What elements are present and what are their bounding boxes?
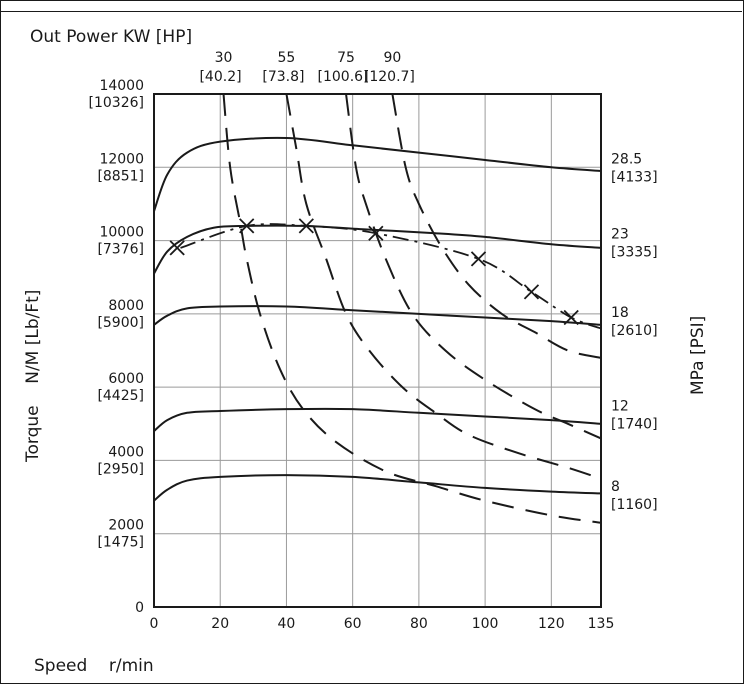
tick-labels: 0 20 40 60 80 100 120 135 0 2000[1475] 4000[2950] 6… (89, 78, 615, 632)
power-curve (391, 93, 602, 359)
marker-stroke (239, 218, 255, 234)
pressure-sublabel: [3335] (611, 244, 658, 260)
y-tick-label: 10000 (99, 225, 144, 241)
x-tick-label: 135 (588, 616, 615, 632)
grid (154, 94, 601, 607)
y-tick-label: 6000 (108, 371, 144, 387)
y-tick-label: 8000 (108, 298, 144, 314)
pressure-curve (153, 407, 602, 432)
pressure-sublabel: [2610] (611, 323, 658, 339)
pressure-label: 28.5 (611, 151, 642, 167)
x-axis-label: Speed r/min (34, 656, 154, 676)
power-curve (285, 93, 602, 480)
plot-area (153, 93, 602, 608)
max-power-line (180, 223, 602, 330)
marker-x (169, 240, 185, 256)
pressure-sublabel: [4133] (611, 169, 658, 185)
pressure-label: 12 (611, 399, 629, 415)
power-curve (222, 93, 602, 524)
chart-title: Out Power KW [HP] (30, 27, 192, 47)
y-tick-sublabel: [7376] (97, 242, 144, 258)
power-sublabel: [100.6] (318, 69, 369, 85)
y-axis-label: Torque N/M [Lb/Ft] (23, 290, 43, 463)
pressure-label: 23 (611, 226, 629, 242)
marker-stroke (563, 309, 579, 326)
pressure-label: 8 (611, 479, 620, 495)
marker-stroke (523, 284, 540, 300)
power-sublabel: [40.2] (199, 69, 241, 85)
pressure-label: 18 (611, 305, 629, 321)
y-tick-label: 12000 (99, 151, 144, 167)
marker-x (523, 284, 540, 300)
pressure-sublabel: [1160] (611, 497, 658, 513)
x-tick-label: 40 (278, 616, 296, 632)
y-tick-sublabel: [10326] (89, 95, 144, 111)
pressure-curve (153, 136, 602, 212)
power-label: 75 (337, 50, 355, 66)
right-axis-label: MPa [PSI] (688, 316, 708, 395)
marker-stroke (470, 251, 487, 267)
y-tick-sublabel: [2950] (97, 461, 144, 477)
power-curve (345, 93, 602, 440)
y-tick-label: 2000 (108, 518, 144, 534)
power-sublabel: [73.8] (262, 69, 304, 85)
x-tick-label: 0 (150, 616, 159, 632)
pressure-curves: 28.5 [4133] 23 [3335] 18 [2610] 12 [1740] 8 [1160… (153, 136, 658, 513)
top-strip (0, 0, 742, 12)
markers (169, 218, 579, 326)
x-tick-label: 60 (344, 616, 362, 632)
power-sublabel: [120.7] (364, 69, 415, 85)
x-tick-label: 80 (410, 616, 428, 632)
power-curves: 30 [40.2] 55 [73.8] 75 [100.6] 90 [120.7] (180, 50, 602, 524)
x-tick-label: 120 (538, 616, 565, 632)
marker-stroke (298, 218, 314, 234)
y-tick-label: 4000 (108, 444, 144, 460)
y-tick-sublabel: [8851] (97, 168, 144, 184)
x-tick-label: 20 (211, 616, 229, 632)
marker-x (298, 218, 314, 234)
pressure-curve (153, 305, 602, 326)
marker-x (239, 218, 255, 234)
y-tick-sublabel: [1475] (97, 535, 144, 551)
power-label: 30 (215, 50, 233, 66)
marker-x (368, 225, 384, 241)
y-tick-label: 0 (135, 600, 144, 616)
marker-stroke (169, 240, 185, 256)
pressure-curve (153, 474, 602, 502)
marker-stroke (368, 225, 384, 241)
x-tick-label: 100 (472, 616, 499, 632)
y-tick-sublabel: [4425] (97, 388, 144, 404)
power-label: 55 (278, 50, 296, 66)
marker-x (470, 251, 487, 267)
y-tick-sublabel: [5900] (97, 315, 144, 331)
marker-x (563, 309, 579, 326)
power-label: 90 (383, 50, 401, 66)
y-tick-label: 14000 (99, 78, 144, 94)
pressure-sublabel: [1740] (611, 417, 658, 433)
